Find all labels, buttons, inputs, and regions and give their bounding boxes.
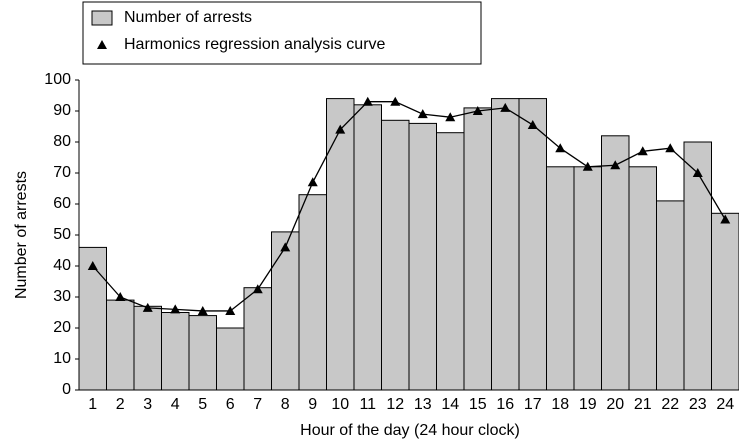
x-tick-label: 5 [198, 396, 207, 413]
legend-label: Harmonics regression analysis curve [124, 36, 386, 53]
y-tick-label: 100 [44, 71, 71, 88]
x-tick-label: 24 [716, 396, 734, 413]
curve-marker [610, 160, 621, 170]
bar [408, 122, 437, 391]
y-tick-label: 50 [53, 226, 71, 243]
curve-marker [390, 96, 401, 106]
curve-marker [115, 292, 126, 301]
bar [326, 98, 355, 391]
x-tick-label: 15 [469, 396, 487, 413]
x-tick-label: 8 [281, 396, 290, 413]
curve-marker [527, 119, 538, 129]
bar [78, 246, 107, 391]
x-tick-label: 19 [579, 396, 597, 413]
bar [353, 104, 382, 391]
legend-marker [97, 40, 107, 49]
x-tick-label: 11 [359, 396, 376, 413]
bar [271, 231, 300, 391]
x-tick-label: 23 [689, 396, 707, 413]
curve-marker [280, 242, 291, 252]
x-tick-label: 13 [414, 396, 432, 413]
x-tick-label: 21 [634, 396, 652, 413]
bar [133, 305, 162, 391]
bar [216, 327, 245, 391]
curve-marker [555, 143, 566, 153]
x-tick-label: 18 [551, 396, 569, 413]
curve-marker [637, 146, 648, 156]
curve-marker [720, 214, 731, 224]
curve-marker [472, 106, 483, 115]
bar [106, 299, 135, 391]
bar [381, 119, 410, 391]
curve-marker [445, 112, 456, 122]
y-tick-label: 70 [53, 164, 71, 181]
curve-marker [142, 302, 153, 312]
curve-marker [665, 143, 676, 153]
curve-marker [500, 102, 511, 112]
bar [711, 212, 739, 391]
bar [298, 194, 327, 391]
curve-marker [692, 168, 703, 177]
curve-marker [170, 304, 181, 314]
bar [243, 287, 272, 391]
bar [491, 98, 520, 391]
x-tick-label: 17 [524, 396, 542, 413]
bar [683, 141, 712, 391]
bar [161, 312, 190, 391]
bar [573, 166, 602, 391]
bar [463, 107, 492, 391]
y-axis-label: Number of arrests [13, 171, 30, 299]
y-tick-label: 80 [53, 133, 71, 150]
bar [546, 166, 575, 391]
y-tick-label: 0 [62, 381, 71, 398]
y-tick-label: 90 [53, 102, 71, 119]
x-tick-label: 14 [441, 396, 459, 413]
x-tick-label: 9 [308, 396, 317, 413]
bar [601, 135, 630, 391]
y-tick-label: 30 [53, 288, 71, 305]
bar [628, 166, 657, 391]
curve-marker [197, 305, 208, 315]
x-tick-label: 10 [331, 396, 349, 413]
x-tick-label: 3 [143, 396, 152, 413]
curve-marker [362, 96, 373, 106]
curve-marker [225, 305, 236, 315]
x-tick-label: 6 [226, 396, 235, 413]
y-tick-label: 20 [53, 319, 71, 336]
x-tick-label: 20 [606, 396, 624, 413]
y-tick-label: 10 [53, 350, 71, 367]
bar [188, 315, 217, 391]
y-tick-label: 60 [53, 195, 71, 212]
x-tick-label: 12 [386, 396, 404, 413]
legend-box [82, 1, 482, 65]
bar [656, 200, 685, 391]
bar [518, 98, 547, 391]
x-tick-label: 22 [661, 396, 679, 413]
x-tick-label: 7 [253, 396, 262, 413]
curve-marker [582, 161, 593, 171]
x-tick-label: 4 [171, 396, 180, 413]
x-tick-label: 1 [88, 396, 97, 413]
curve-marker [87, 261, 98, 270]
curve-marker [335, 124, 346, 134]
x-tick-label: 2 [116, 396, 125, 413]
bar [436, 132, 465, 391]
y-tick-label: 40 [53, 257, 71, 274]
curve-marker [417, 109, 428, 119]
curve-marker [307, 177, 318, 187]
curve-marker [252, 284, 263, 294]
x-tick-label: 16 [496, 396, 514, 413]
x-axis-label: Hour of the day (24 hour clock) [300, 422, 520, 439]
legend-swatch [91, 10, 113, 26]
curve [92, 101, 726, 312]
legend-label: Number of arrests [124, 9, 252, 26]
